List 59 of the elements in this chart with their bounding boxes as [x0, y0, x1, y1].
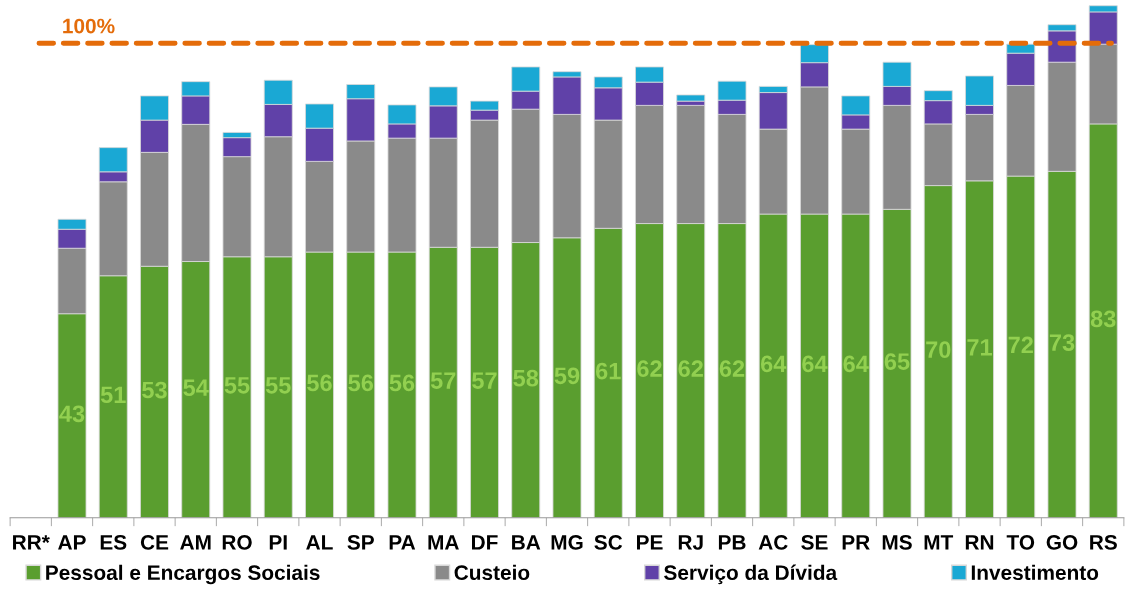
data-label: 83 — [1090, 310, 1116, 328]
x-tick-label: CE — [140, 535, 169, 550]
data-label: 58 — [513, 369, 539, 387]
data-label: 56 — [389, 374, 415, 392]
x-tick-label: PA — [389, 535, 416, 550]
data-label: 53 — [142, 381, 167, 399]
legend-label: Serviço da Dívida — [664, 564, 838, 585]
x-tick-label: RS — [1090, 535, 1117, 550]
x-tick-label: RR* — [13, 535, 50, 550]
x-tick-label: TO — [1006, 535, 1035, 550]
legend-label: Pessoal e Encargos Sociais — [46, 564, 320, 585]
data-label: 56 — [307, 374, 332, 392]
x-tick-label: DF — [472, 535, 498, 550]
data-label: 62 — [678, 360, 703, 378]
legend-label: Investimento — [971, 564, 1099, 581]
data-label: 55 — [265, 377, 291, 394]
x-tick-label: AL — [306, 535, 333, 550]
x-tick-label: ES — [100, 535, 127, 550]
data-label: 65 — [884, 353, 910, 370]
data-label: 64 — [760, 355, 787, 373]
data-label: 55 — [224, 377, 250, 394]
bar — [676, 94, 706, 102]
data-label: 51 — [100, 386, 126, 404]
data-label: 59 — [554, 367, 580, 385]
x-tick-label: MT — [924, 535, 954, 550]
x-tick-label: BA — [512, 535, 541, 550]
data-label: 62 — [719, 360, 745, 378]
data-label: 56 — [348, 374, 374, 392]
data-label: 64 — [843, 355, 869, 373]
x-tick-label: RJ — [678, 535, 703, 550]
data-label: 64 — [802, 355, 828, 373]
x-tick-label: SC — [594, 535, 623, 550]
x-tick-label: AP — [58, 535, 86, 550]
x-tick-label: RN — [965, 535, 994, 550]
x-tick-label: SP — [347, 535, 374, 550]
x-tick-label: GO — [1046, 535, 1078, 550]
data-label: 73 — [1049, 334, 1075, 351]
data-label: 43 — [59, 405, 85, 423]
x-tick-label: AM — [180, 535, 211, 550]
data-label: 61 — [595, 362, 621, 380]
x-tick-label: MS — [882, 535, 912, 550]
data-label: 57 — [472, 372, 497, 389]
data-label: 71 — [967, 339, 992, 356]
legend-label: Custeio — [454, 564, 530, 581]
x-tick-label: PE — [637, 535, 663, 550]
data-label: 54 — [183, 379, 209, 396]
x-tick-label: PB — [718, 535, 746, 550]
data-label: 72 — [1008, 336, 1033, 354]
data-label: 62 — [637, 360, 662, 378]
data-label: 70 — [926, 341, 951, 359]
x-tick-label: PR — [842, 535, 870, 550]
x-tick-label: AC — [758, 535, 788, 550]
data-label: 57 — [430, 372, 456, 389]
ref-line-label: 100% — [63, 18, 115, 34]
x-tick-label: MA — [428, 535, 459, 550]
x-tick-label: SE — [801, 535, 828, 550]
x-tick-label: PI — [269, 535, 287, 550]
x-tick-label: MG — [551, 535, 583, 550]
x-tick-label: RO — [222, 535, 252, 550]
